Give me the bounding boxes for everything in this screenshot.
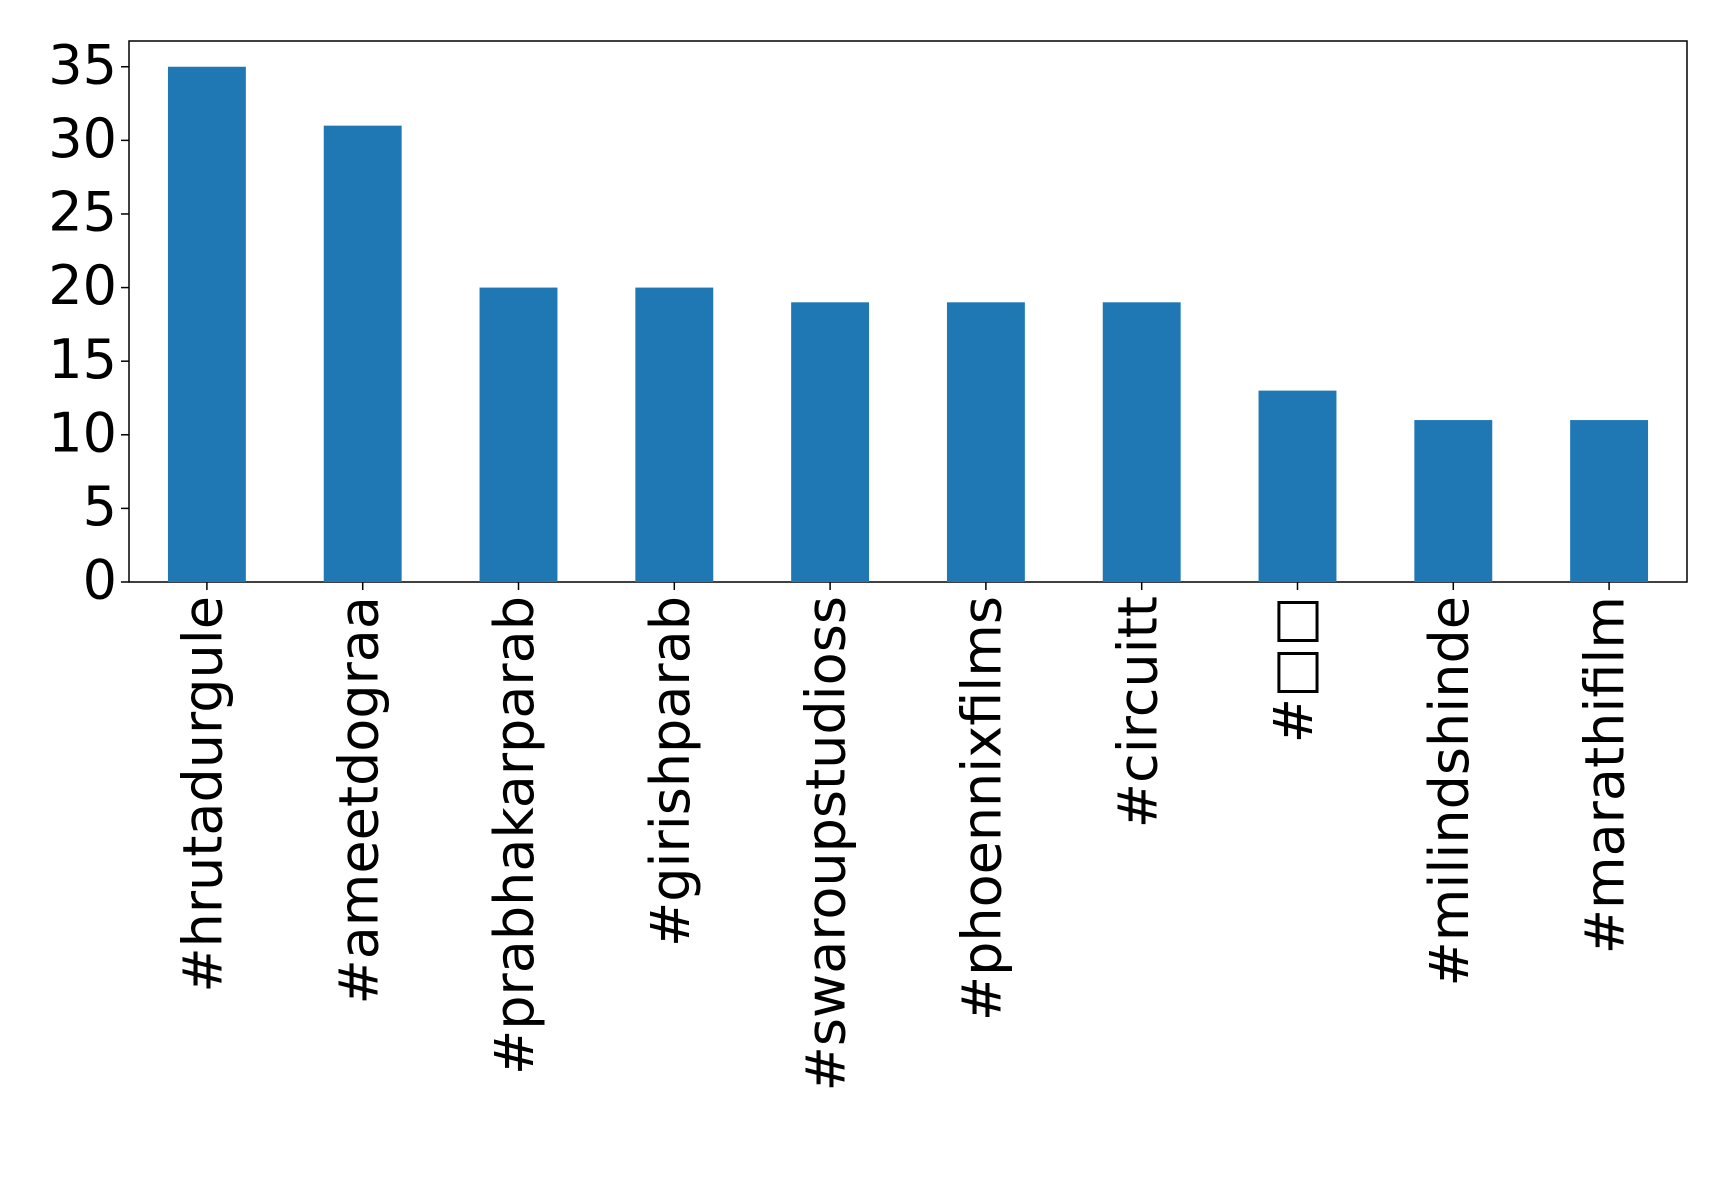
x-tick-label: #marathifilm [1574, 596, 1637, 954]
x-tick-label: #prabhakarparab [483, 596, 546, 1075]
x-tick-label: #ameetdograa [327, 596, 390, 1005]
y-tick-label: 15 [48, 328, 117, 391]
y-tick-label: 35 [48, 33, 117, 96]
bar [635, 287, 714, 582]
x-tick-label: #phoennixfilms [951, 596, 1014, 1021]
y-tick-label: 30 [48, 107, 117, 170]
x-tick-label: #milindshinde [1418, 596, 1481, 986]
bar [479, 287, 558, 582]
y-tick-label: 10 [48, 401, 117, 464]
bar [323, 125, 402, 583]
y-tick-label: 0 [83, 549, 117, 612]
y-tick-label: 20 [48, 254, 117, 317]
x-tick-label: #□□ [1262, 596, 1325, 743]
x-tick-label: #circuitt [1106, 596, 1169, 828]
y-tick-label: 5 [83, 475, 117, 538]
bar [1102, 302, 1181, 582]
bar [1258, 390, 1337, 582]
x-tick-label: #girishparab [639, 596, 702, 947]
x-tick-label: #hrutadurgule [172, 596, 235, 993]
bar [946, 302, 1025, 582]
x-tick-label: #swaroupstudioss [795, 596, 858, 1091]
plot-frame [128, 40, 1688, 583]
bar [791, 302, 870, 582]
bar [1570, 420, 1649, 582]
y-tick-label: 25 [48, 181, 117, 244]
bar [167, 66, 246, 582]
bar [1414, 420, 1493, 582]
